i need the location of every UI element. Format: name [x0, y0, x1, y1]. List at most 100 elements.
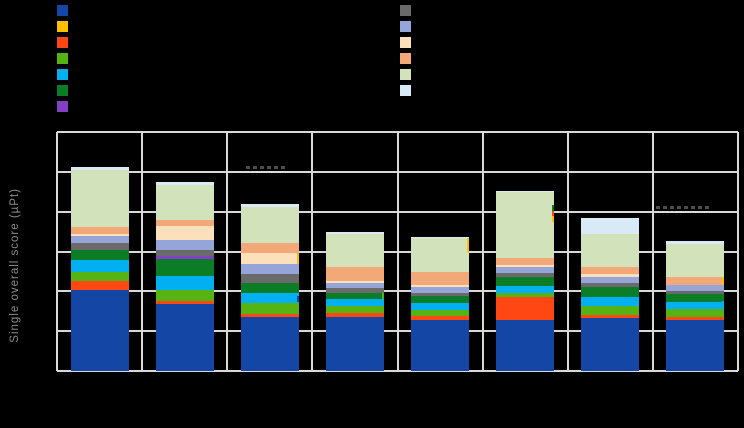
bar-segment-orange-red — [666, 316, 725, 321]
stacked-bar — [411, 132, 470, 371]
bar-segment-dark-green — [155, 258, 214, 277]
bar-segment-salmon — [666, 277, 725, 286]
legend-column-right — [400, 5, 417, 96]
bar-segment-dark-blue — [325, 316, 384, 371]
bar-segment-periwinkle — [496, 267, 555, 273]
edge-mark-sliver — [722, 301, 725, 309]
bar-segment-salmon — [325, 267, 384, 281]
bar-segment-cyan — [325, 298, 384, 307]
bar-segment-orange-red — [155, 300, 214, 305]
legend-swatch-peach — [400, 37, 411, 48]
legend-swatch-pale-blue — [400, 85, 411, 96]
legend-item-gray — [400, 5, 417, 16]
bar-segment-peach — [581, 274, 640, 277]
bar-segment-gray — [240, 273, 299, 283]
bar-segment-peach — [325, 280, 384, 283]
edge-mark-sliver — [381, 293, 384, 299]
edge-mark-sliver — [296, 253, 299, 264]
faint-text-artifact — [246, 166, 288, 169]
bar-segment-salmon — [155, 220, 214, 226]
bar-segment-purple — [155, 256, 214, 259]
bar-segment-dark-blue — [70, 290, 129, 371]
legend-item-cyan — [57, 69, 74, 80]
bar-segment-salmon — [496, 257, 555, 265]
bar-segment-dark-green — [70, 249, 129, 261]
y-axis-label-wrap: Single overall score (µPt) — [6, 140, 24, 390]
bar-segment-pale-blue — [325, 231, 384, 234]
bar-segment-yellow-green — [70, 271, 129, 281]
gridline-horizontal — [57, 330, 738, 333]
legend-swatch-dark-green — [57, 85, 68, 96]
stacked-bar — [496, 132, 555, 371]
bar-segment-gray — [70, 242, 129, 250]
legend-swatch-yellow-green — [57, 53, 68, 64]
bar-segment-yellow-green — [325, 306, 384, 313]
legend-column-left — [57, 5, 74, 112]
faint-text-artifact — [656, 206, 712, 209]
bar-segment-cyan — [411, 303, 470, 311]
bar-segment-pale-blue — [666, 240, 725, 244]
edge-mark-sliver — [467, 238, 470, 253]
bar-segment-dark-green — [240, 282, 299, 293]
bar-segment-dark-green — [581, 287, 640, 298]
bar-segment-salmon — [581, 267, 640, 275]
stacked-bar — [240, 132, 299, 371]
y-axis-label: Single overall score (µPt) — [9, 187, 21, 343]
bar-segment-light-green — [155, 185, 214, 221]
bar-segment-cyan — [496, 285, 555, 293]
bar-segment-dark-blue — [155, 304, 214, 371]
bar-segment-periwinkle — [411, 286, 470, 293]
bar-segment-periwinkle — [325, 282, 384, 289]
bar-segment-orange-red — [581, 315, 640, 319]
bar-segment-yellow-green — [581, 306, 640, 316]
legend-swatch-amber — [57, 21, 68, 32]
gridline-horizontal — [57, 210, 738, 213]
bar-segment-dark-blue — [240, 317, 299, 371]
bar-segment-orange-red — [325, 312, 384, 317]
bar-segment-dark-blue — [666, 320, 725, 371]
bar-segment-yellow-green — [155, 290, 214, 301]
legend-swatch-salmon — [400, 53, 411, 64]
gridline-horizontal — [57, 290, 738, 293]
bar-segment-salmon — [411, 271, 470, 285]
legend-item-orange-red — [57, 37, 74, 48]
edge-mark-sliver — [296, 296, 299, 302]
legend-item-peach — [400, 37, 417, 48]
bar-segment-pale-blue — [496, 190, 555, 193]
bar-segment-gray — [496, 272, 555, 277]
stacked-bar — [155, 132, 214, 371]
legend-swatch-purple — [57, 101, 68, 112]
bar-segment-orange-red — [70, 280, 129, 291]
bar-segment-peach — [70, 233, 129, 236]
bar-segment-periwinkle — [155, 239, 214, 250]
bar-segment-periwinkle — [666, 285, 725, 291]
bar-segment-orange-red — [240, 314, 299, 318]
bar-segment-light-green — [496, 192, 555, 258]
edge-mark-sliver — [552, 216, 555, 222]
bar-segment-light-green — [70, 170, 129, 227]
gridline-horizontal — [57, 170, 738, 173]
bar-segment-pale-blue — [70, 167, 129, 171]
bar-segment-yellow-green — [411, 310, 470, 317]
legend-item-yellow-green — [57, 53, 74, 64]
bar-segment-dark-green — [411, 296, 470, 304]
bar-segment-gray — [155, 249, 214, 257]
legend-swatch-dark-blue — [57, 5, 68, 16]
bar-segment-yellow-green — [496, 292, 555, 298]
bar-segment-dark-blue — [581, 318, 640, 371]
gridline-horizontal — [57, 131, 738, 133]
plot-area — [56, 131, 739, 372]
bar-segment-cyan — [666, 301, 725, 310]
bar-segment-light-green — [325, 233, 384, 268]
bar-segment-pale-blue — [240, 204, 299, 207]
stacked-bar — [70, 132, 129, 371]
edge-mark-sliver — [722, 277, 725, 284]
bar-segment-periwinkle — [70, 235, 129, 243]
bar-segment-peach — [496, 264, 555, 268]
bar-segment-gray — [325, 288, 384, 293]
bar-segment-peach — [411, 284, 470, 287]
legend-swatch-orange-red — [57, 37, 68, 48]
gridline-horizontal — [57, 250, 738, 253]
bar-segment-pale-blue — [581, 218, 640, 234]
